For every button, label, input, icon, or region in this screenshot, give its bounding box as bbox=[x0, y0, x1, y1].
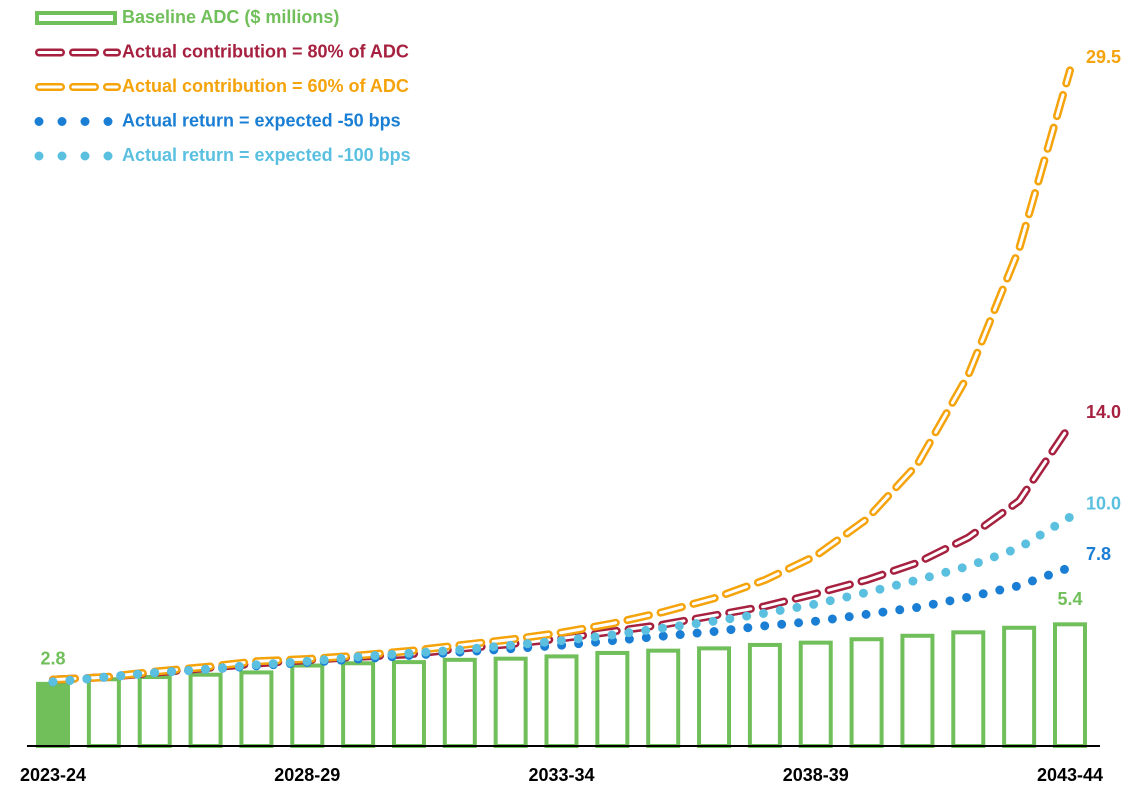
bar bbox=[137, 675, 172, 748]
x-tick-label: 2023-24 bbox=[20, 765, 86, 785]
line-series bbox=[48, 512, 1075, 687]
bar bbox=[442, 657, 477, 748]
bar bbox=[1002, 625, 1037, 748]
legend-swatch bbox=[35, 11, 117, 25]
bar bbox=[341, 661, 376, 748]
bar bbox=[798, 640, 833, 748]
bar bbox=[36, 681, 71, 749]
bar bbox=[747, 642, 782, 748]
bar-value-label: 5.4 bbox=[1057, 589, 1082, 609]
bar bbox=[849, 637, 884, 748]
line-value-label: 14.0 bbox=[1086, 402, 1121, 422]
bar bbox=[544, 654, 579, 748]
x-tick-label: 2038-39 bbox=[783, 765, 849, 785]
legend-label: Baseline ADC ($ millions) bbox=[122, 7, 339, 27]
bar bbox=[290, 663, 325, 749]
x-tick-label: 2033-34 bbox=[528, 765, 594, 785]
bar bbox=[493, 656, 528, 749]
legend-label: Actual contribution = 80% of ADC bbox=[122, 41, 409, 61]
bar bbox=[900, 633, 935, 748]
bar bbox=[646, 648, 681, 749]
legend-label: Actual return = expected -50 bps bbox=[122, 110, 401, 130]
x-tick-label: 2028-29 bbox=[274, 765, 340, 785]
bar bbox=[86, 677, 121, 749]
legend-label: Actual contribution = 60% of ADC bbox=[122, 76, 409, 96]
bar bbox=[188, 672, 223, 748]
bar bbox=[697, 646, 732, 749]
line-value-label: 29.5 bbox=[1086, 47, 1121, 67]
bar bbox=[239, 670, 274, 749]
bar-value-label: 2.8 bbox=[41, 649, 66, 669]
bar bbox=[391, 660, 426, 749]
bar bbox=[1052, 622, 1087, 748]
legend-label: Actual return = expected -100 bps bbox=[122, 145, 411, 165]
bar bbox=[951, 630, 986, 748]
bar bbox=[595, 650, 630, 748]
line-value-label: 7.8 bbox=[1086, 544, 1111, 564]
line-value-label: 10.0 bbox=[1086, 494, 1121, 514]
x-tick-label: 2043-44 bbox=[1037, 765, 1103, 785]
